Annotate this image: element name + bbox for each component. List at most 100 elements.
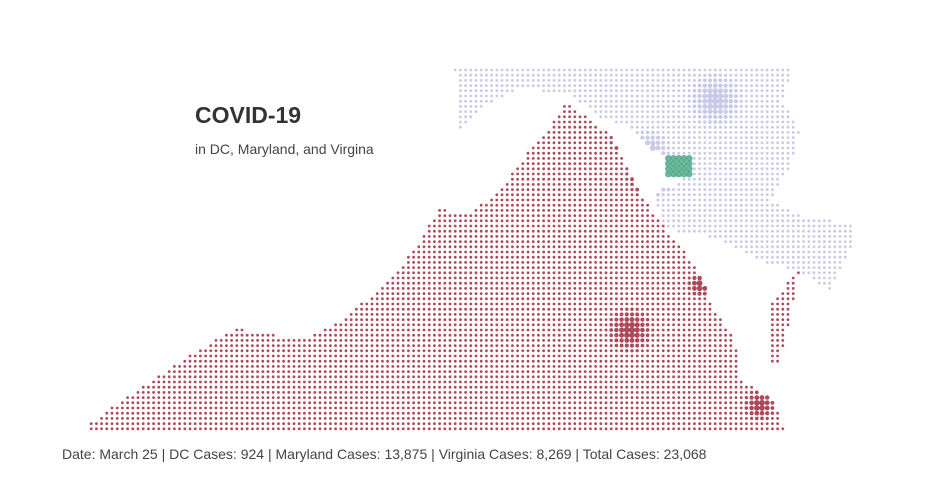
virginia-dot [776, 323, 779, 327]
virginia-dot [448, 281, 452, 285]
virginia-dot [526, 240, 530, 244]
virginia-dot [583, 193, 587, 197]
virginia-dot [422, 287, 426, 290]
virginia-dot [677, 411, 681, 415]
maryland-dot [734, 203, 738, 207]
virginia-dot [209, 349, 213, 353]
virginia-dot [417, 344, 421, 347]
virginia-dot [724, 396, 727, 399]
maryland-dot [682, 73, 686, 77]
maryland-dot [712, 109, 718, 115]
maryland-dot [609, 94, 613, 98]
virginia-dot [547, 287, 551, 290]
virginia-dot [786, 318, 790, 321]
virginia-dot [464, 380, 467, 384]
maryland-dot [531, 84, 535, 87]
virginia-dot [438, 245, 441, 249]
virginia-dot [661, 344, 665, 347]
virginia-dot [511, 224, 514, 228]
virginia-dot [771, 302, 774, 306]
maryland-dot [703, 125, 707, 129]
virginia-dot [412, 328, 415, 332]
maryland-dot [718, 125, 722, 129]
virginia-dot [490, 235, 493, 238]
maryland-dot [568, 79, 571, 82]
virginia-dot [287, 411, 291, 415]
maryland-dot [745, 203, 748, 207]
virginia-dot [427, 276, 431, 280]
virginia-dot [183, 370, 187, 373]
virginia-dot [646, 396, 649, 399]
virginia-dot [427, 359, 431, 363]
virginia-dot [620, 401, 623, 405]
virginia-dot [583, 401, 587, 405]
virginia-dot [563, 349, 566, 353]
virginia-dot [594, 276, 597, 280]
virginia-dot [641, 406, 644, 410]
virginia-dot [547, 276, 551, 280]
virginia-dot [438, 323, 441, 327]
virginia-dot [438, 370, 441, 373]
maryland-dot [620, 89, 623, 93]
virginia-dot [511, 281, 514, 285]
virginia-dot [511, 344, 514, 347]
maryland-dot [635, 105, 639, 108]
virginia-dot [604, 287, 608, 290]
maryland-dot [728, 83, 733, 88]
virginia-dot [495, 328, 499, 332]
virginia-dot [401, 297, 405, 301]
virginia-dot [646, 209, 649, 212]
virginia-dot [490, 359, 493, 363]
virginia-dot [646, 307, 649, 311]
virginia-dot [240, 333, 244, 337]
maryland-dot [791, 219, 795, 223]
virginia-dot [614, 317, 619, 322]
virginia-dot [537, 328, 540, 332]
virginia-dot [188, 391, 192, 394]
maryland-dot [604, 73, 608, 77]
virginia-dot [443, 339, 447, 342]
maryland-dot [739, 214, 743, 218]
maryland-dot [479, 84, 483, 87]
virginia-dot [495, 250, 499, 254]
maryland-dot [729, 141, 733, 145]
virginia-dot [651, 417, 655, 420]
maryland-dot [713, 151, 717, 155]
maryland-dot [718, 83, 723, 88]
maryland-dot [760, 255, 764, 259]
virginia-dot [386, 406, 389, 410]
virginia-dot [422, 281, 426, 285]
maryland-dot [677, 89, 681, 93]
virginia-dot [443, 380, 447, 384]
virginia-dot [417, 276, 421, 280]
virginia-dot [542, 307, 545, 311]
virginia-dot [677, 307, 681, 311]
virginia-dot [375, 349, 379, 353]
virginia-dot [433, 313, 436, 316]
virginia-dot [667, 339, 670, 342]
virginia-dot [542, 370, 545, 373]
virginia-dot [656, 224, 660, 228]
maryland-dot [745, 209, 748, 212]
maryland-dot [500, 79, 504, 82]
virginia-dot [349, 333, 353, 337]
virginia-dot [438, 365, 441, 368]
virginia-dot [620, 417, 623, 420]
maryland-dot [755, 68, 759, 72]
maryland-dot [474, 79, 478, 82]
maryland-dot [667, 115, 670, 119]
virginia-dot [344, 396, 348, 399]
virginia-dot [453, 271, 457, 275]
virginia-dot [620, 406, 623, 410]
maryland-dot [755, 89, 759, 93]
virginia-dot [251, 344, 254, 347]
virginia-dot [531, 177, 535, 181]
virginia-dot [417, 250, 421, 254]
virginia-dot [245, 380, 249, 384]
virginia-dot [495, 354, 499, 358]
virginia-dot [604, 245, 608, 249]
virginia-dot [219, 391, 223, 394]
virginia-dot [552, 240, 556, 244]
virginia-dot [568, 177, 571, 181]
virginia-dot [624, 312, 629, 317]
